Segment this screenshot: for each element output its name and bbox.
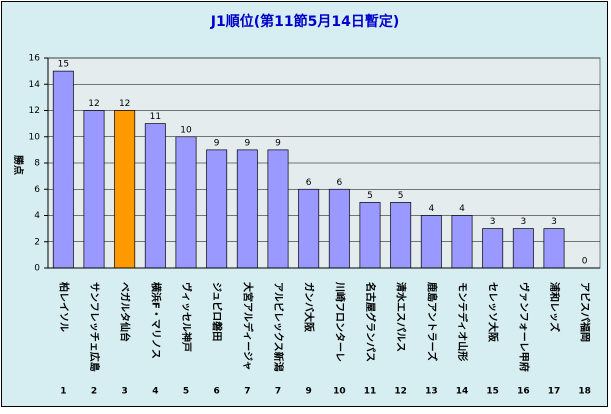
y-tick-label: 12 [29,106,40,116]
y-tick-label: 4 [34,211,40,221]
y-tick-label: 10 [29,132,41,142]
rank-label: 9 [306,387,312,397]
rank-label: 14 [456,387,469,397]
y-axis-label: 勝点 [12,155,25,175]
rank-label: 12 [394,387,407,397]
y-tick-label: 0 [34,264,40,274]
value-label: 6 [336,178,342,188]
y-tick-label: 14 [29,80,41,90]
value-label: 5 [398,191,404,201]
value-label: 12 [88,99,99,109]
bar [236,149,258,269]
rank-label: 18 [578,387,591,397]
x-tick-label: 名古屋グランパス [364,282,377,362]
bar [298,188,320,269]
y-tick-label: 16 [29,54,41,64]
bar [482,228,504,269]
value-label: 9 [275,138,281,148]
bar [359,202,381,269]
rank-label: 10 [333,387,346,397]
x-tick-label: セレッソ大阪 [487,282,500,343]
bar [114,110,136,269]
bar [144,123,166,269]
value-label: 4 [428,204,434,214]
bar [83,110,105,269]
value-label: 9 [244,138,250,148]
x-tick-label: ガンバ大阪 [303,282,316,333]
value-label: 15 [58,60,69,70]
x-tick-label: ジュビロ磐田 [211,282,224,341]
value-label: 10 [180,125,192,135]
rank-label: 17 [548,387,561,397]
value-label: 6 [306,178,312,188]
rank-label: 11 [364,387,377,397]
x-tick-label: ヴィッセル神戸 [180,282,193,352]
bar [512,228,534,269]
x-tick-label: サンフレッチェ広島 [88,282,101,372]
bar [420,215,442,269]
rank-label: 4 [152,387,158,397]
x-tick-label: 横浜F・マリノス [149,282,162,359]
x-tick-label: 清水エスパルス [395,282,408,352]
rank-label: 5 [183,387,189,397]
bar [206,149,228,269]
chart-title: J1順位(第11節5月14日暫定) [210,13,399,30]
bar [175,136,197,269]
rank-label: 15 [486,387,499,397]
x-tick-label: 鹿島アントラーズ [425,282,438,361]
value-label: 0 [582,257,588,267]
rank-label: 2 [91,387,97,397]
y-tick-label: 2 [34,237,40,247]
x-tick-label: ベガルタ仙台 [119,282,132,342]
x-tick-label: モンテディオ山形 [456,282,469,361]
value-label: 5 [367,191,373,201]
value-label: 3 [490,217,496,227]
rank-label: 1 [60,387,66,397]
y-tick-label: 6 [34,185,40,195]
bar [451,215,473,269]
bar [328,188,350,269]
bar [543,228,565,269]
value-label: 4 [459,204,465,214]
value-label: 9 [214,138,220,148]
rank-label: 16 [517,387,530,397]
rank-label: 7 [244,387,250,397]
x-tick-label: 柏レイソル [57,282,70,332]
rank-label: 7 [275,387,281,397]
x-tick-label: 浦和レッズ [548,282,561,332]
x-tick-label: アルビレックス新潟 [272,282,285,372]
x-tick-label: 川崎フロンターレ [333,281,346,362]
value-label: 11 [150,112,161,122]
bar [52,70,74,269]
rank-label: 6 [214,387,220,397]
x-tick-label: ヴァンフォーレ甲府 [517,282,530,372]
x-tick-label: アビスパ福岡 [579,282,592,342]
value-label: 3 [551,217,557,227]
rank-label: 13 [425,387,438,397]
bar [267,149,289,269]
x-tick-label: 大宮アルディージャ [241,282,254,371]
bar [390,202,412,269]
value-label: 12 [119,99,130,109]
y-tick-label: 8 [34,159,40,169]
rank-label: 3 [122,387,128,397]
value-label: 3 [520,217,526,227]
